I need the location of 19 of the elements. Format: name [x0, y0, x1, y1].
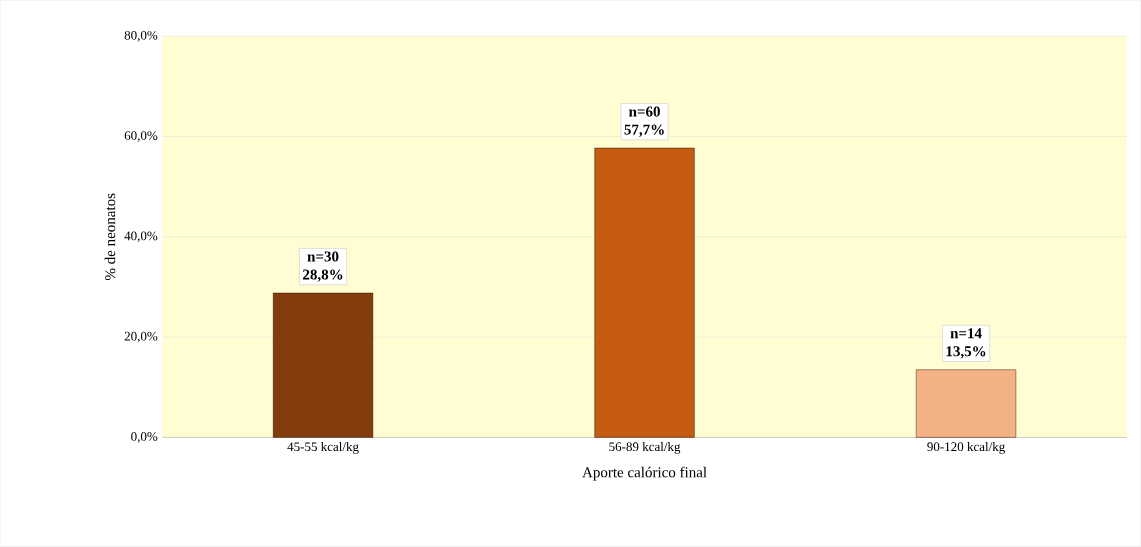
y-axis-title: % de neonatos [104, 193, 116, 281]
y-tick-label: 60,0% [124, 131, 158, 142]
x-axis-title: Aporte calórico final [582, 466, 707, 481]
bar [594, 148, 695, 438]
annotation: n=60 [629, 106, 660, 117]
y-tick-label: 40,0% [124, 231, 158, 243]
y-tick-label: 20,0% [124, 331, 158, 343]
data-label: 28,8% [303, 269, 343, 282]
annotation: n=14 [950, 328, 982, 339]
x-tick-label: 45-55 kcal/kg [287, 442, 359, 454]
y-tick-label: 0,0% [131, 432, 158, 443]
y-tick-label: 80,0% [124, 31, 158, 42]
data-label: 13,5% [946, 346, 986, 359]
x-tick-label: 56-89 kcal/kg [609, 442, 681, 454]
bar [273, 292, 374, 438]
annotation: n=30 [307, 251, 339, 262]
data-label: 57,7% [624, 124, 664, 137]
bar [916, 369, 1017, 438]
x-tick-label: 90-120 kcal/kg [927, 442, 1005, 454]
